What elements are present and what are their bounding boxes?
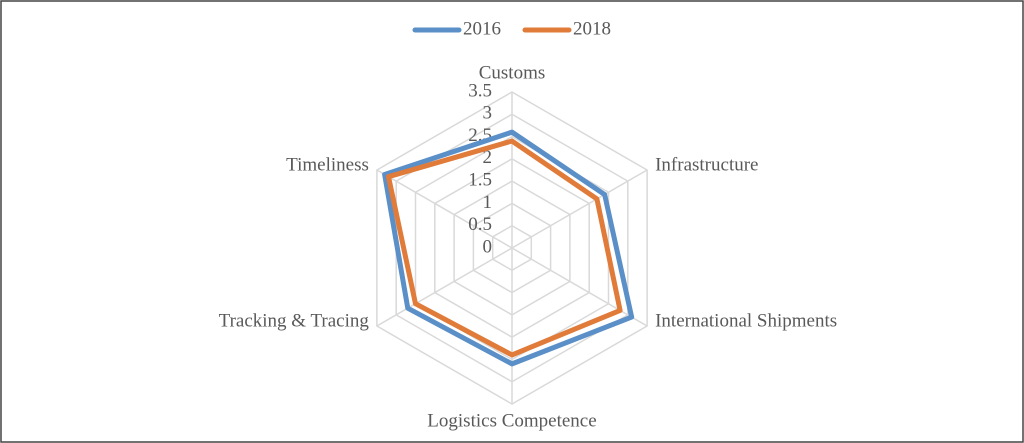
series-line [385,138,623,358]
spoke [376,247,513,327]
r-tick-label: 3 [483,103,493,124]
r-tick-label: 0 [483,236,493,257]
category-label: Tracking & Tracing [219,310,370,331]
r-tick-label: 1 [483,192,493,213]
category-label: Timeliness [286,154,369,175]
category-label: International Shipments [655,310,837,331]
category-label: Infrastructure [655,154,758,175]
series-line [382,129,635,367]
r-tick-label: 3.5 [468,80,492,101]
legend-label: 2018 [573,18,611,39]
spoke [511,247,648,327]
legend-label: 2016 [463,18,501,39]
r-tick-label: 1.5 [468,170,492,191]
spoke [376,169,513,249]
spoke [511,169,648,249]
r-tick-label: 2 [483,147,493,168]
category-label: Customs [479,62,546,83]
category-label: Logistics Competence [427,410,596,431]
r-tick-label: 0.5 [468,214,492,235]
